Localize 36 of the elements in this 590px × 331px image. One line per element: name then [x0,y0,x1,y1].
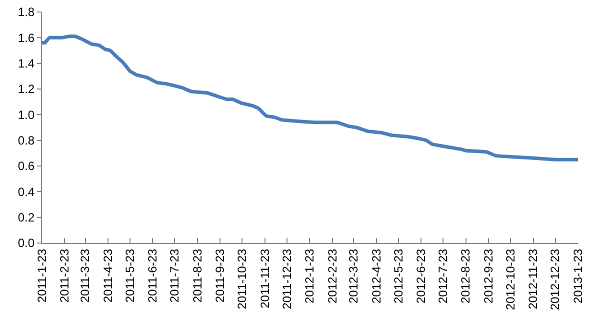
x-tick-label: 2011-8-23 [190,248,204,303]
x-tick-label: 2012-6-23 [414,248,428,304]
x-tick-label: 2012-1-23 [302,248,317,304]
y-tick-label: 0.2 [18,210,35,225]
x-tick-label: 2012-8-23 [458,248,473,304]
y-tick-label: 0.8 [18,134,35,148]
y-tick-label: 1.0 [18,108,35,122]
x-tick-label: 2012-11-23 [526,248,540,310]
x-tick-label: 2011-11-23 [258,248,272,308]
x-tick-label: 2012-10-23 [503,248,518,310]
y-tick-label: 1.4 [18,56,35,71]
y-tick-label: 1.8 [18,5,35,20]
x-tick-label: 2011-2-23 [58,248,72,303]
x-tick-label: 2012-4-23 [369,248,384,304]
x-tick-label: 2013-1-23 [570,248,585,304]
x-tick-label: 2011-7-23 [168,248,182,303]
x-tick-label: 2011-10-23 [235,248,250,310]
y-tick-label: 0.6 [18,159,35,174]
y-tick-label: 1.2 [18,82,35,96]
x-tick-label: 2012-3-23 [346,248,361,304]
x-tick-label: 2012-7-23 [436,248,450,304]
y-tick-label: 1.6 [18,30,35,45]
x-tick-label: 2012-2-23 [325,248,340,304]
y-tick-label: 0.0 [18,236,35,250]
x-tick-label: 2011-12-23 [280,248,294,310]
x-tick-label: 2012-12-23 [548,248,562,310]
x-tick-label: 2012-5-23 [391,248,406,304]
line-series [42,34,578,162]
x-tick-label: 2012-9-23 [481,248,496,304]
x-tick-label: 2011-3-23 [78,248,92,303]
x-tick-label: 2011-5-23 [122,248,137,303]
x-tick-label: 2011-1-23 [34,248,49,303]
x-tick-label: 2011-9-23 [213,248,228,303]
x-tick-label: 2011-6-23 [146,248,160,303]
x-tick-label: 2011-4-23 [100,248,115,303]
y-tick-label: 0.4 [18,184,35,199]
